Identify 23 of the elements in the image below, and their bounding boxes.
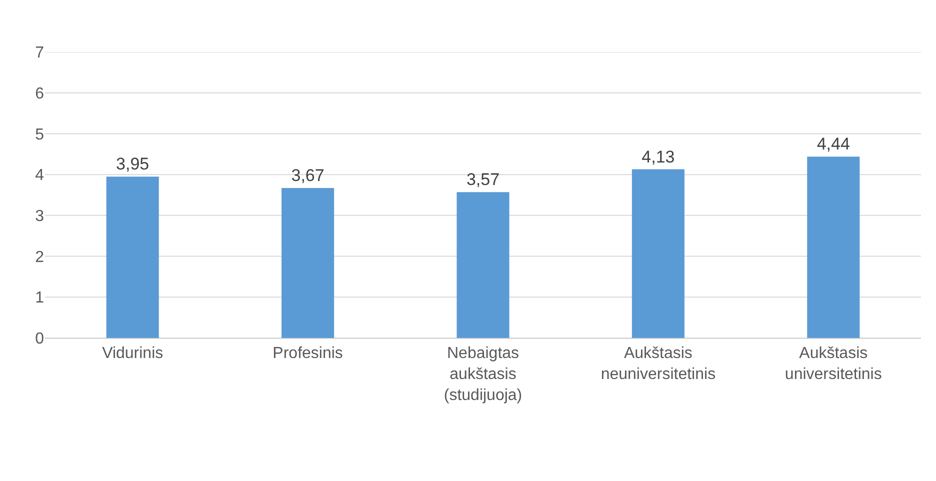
bar [632, 169, 684, 338]
y-tick-label: 3 [35, 208, 44, 226]
y-tick-label: 7 [35, 44, 44, 62]
data-label: 3,67 [291, 166, 324, 186]
data-label: 4,44 [816, 134, 850, 154]
data-label: 4,13 [642, 147, 675, 166]
y-tick-label: 0 [35, 330, 44, 348]
bar [807, 156, 860, 338]
x-tick-label: Profesinis [272, 345, 343, 362]
data-label: 3,57 [466, 170, 500, 190]
y-tick-label: 1 [35, 290, 44, 307]
x-tick-label: Vidurinis [102, 345, 164, 362]
y-tick-label: 4 [35, 167, 44, 184]
x-tick-label: Aukštasis universitetinis [784, 345, 882, 383]
bar [282, 188, 334, 338]
y-tick-label: 5 [35, 126, 44, 144]
bar [106, 176, 159, 338]
data-label: 3,95 [116, 154, 150, 174]
y-tick-label: 6 [35, 85, 44, 102]
x-tick-label: Aukštasis neuniversitetinis [600, 345, 716, 383]
x-tick-label: Nebaigtas aukštasis (studijuoja) [444, 345, 522, 404]
y-tick-label: 2 [35, 248, 44, 266]
bar [456, 192, 510, 338]
